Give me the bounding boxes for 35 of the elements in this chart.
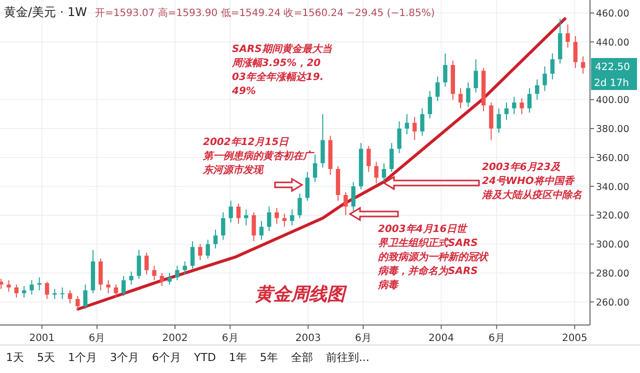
y-tick-label: 300.00 [596,240,630,251]
x-tick-label: 6月 [88,333,106,344]
x-tick-label: 2004 [428,333,454,344]
x-tick-label: 6月 [355,333,372,344]
annotation: 黄金周线图 [255,284,348,305]
x-tick-label: 2005 [562,333,588,344]
text: 5天 [37,351,55,364]
annotation: 2002年12月15日第一例患病的黄杏初在广东河源市发现 [202,136,315,176]
text: 1年 [228,351,247,364]
text: 6个月 [152,351,181,364]
x-tick-label: 2001 [29,333,55,344]
y-tick-label: 340.00 [596,182,630,193]
text: 2d 17h [594,78,629,89]
text: 422.50 [595,62,630,73]
text: 5年 [260,351,278,364]
x-tick-label: 2002 [162,333,188,344]
y-tick-label: 260.00 [596,297,630,308]
text: 开=1593.07 高=1593.90 低=1549.24 收=1560.24 −29.45 (−1.85%) [95,7,435,19]
y-tick-label: 280.00 [596,268,630,280]
text: 黄金/美元 · 1W [4,5,88,19]
y-tick-label: 460.00 [596,8,630,20]
text: 前往到... [326,351,370,364]
text: 3个月 [110,351,139,364]
y-tick-label: 440.00 [596,37,630,48]
text: 1个月 [68,351,97,364]
text: 全部 [290,351,313,364]
y-tick-label: 380.00 [596,124,630,136]
y-tick-label: 360.00 [596,152,630,164]
y-tick-label: 320.00 [596,210,630,222]
y-tick-label: 400.00 [596,95,630,106]
text: YTD [193,351,216,364]
x-tick-label: 6月 [488,333,505,344]
text: 1天 [6,351,24,364]
x-tick-label: 6月 [222,333,238,344]
x-tick-label: 2003 [295,333,321,344]
